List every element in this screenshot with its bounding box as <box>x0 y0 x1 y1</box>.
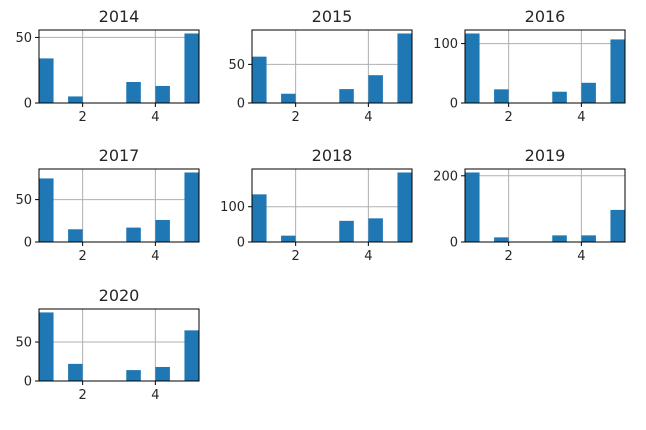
axes-frame <box>251 168 413 243</box>
subplot-title: 2014 <box>99 7 140 26</box>
y-tick-label: 0 <box>24 236 32 251</box>
x-tick-label: 2 <box>78 110 86 125</box>
subplot-title: 2016 <box>525 7 566 26</box>
bar <box>126 227 141 242</box>
axes-frame <box>464 168 626 243</box>
bar <box>281 235 296 242</box>
y-tick-label: 0 <box>24 375 32 390</box>
bar <box>155 85 170 103</box>
bar <box>281 93 296 103</box>
bar <box>68 363 83 381</box>
subplot-3: 2 4 0 50 2017 <box>15 146 200 264</box>
bar <box>39 58 54 103</box>
bar <box>610 39 625 103</box>
bar <box>184 330 199 381</box>
x-tick-label: 4 <box>151 110 159 125</box>
axes-frame <box>38 29 200 104</box>
bar <box>184 172 199 242</box>
x-tick-label: 2 <box>504 110 512 125</box>
subplot-6: 2 4 0 50 2020 <box>15 286 200 403</box>
bar <box>126 370 141 381</box>
bar <box>68 96 83 103</box>
bar <box>368 75 383 103</box>
y-tick-label: 50 <box>15 336 32 351</box>
subplot-2: 2 4 0 100 2016 <box>433 7 626 125</box>
bar <box>155 366 170 381</box>
bar <box>155 219 170 242</box>
y-tick-label: 0 <box>24 97 32 112</box>
axes-frame <box>38 308 200 382</box>
subplot-title: 2020 <box>99 286 140 305</box>
bar <box>494 89 509 103</box>
bar <box>552 235 567 242</box>
y-tick-label: 50 <box>15 193 32 208</box>
x-tick-label: 2 <box>291 249 299 264</box>
y-tick-label: 0 <box>450 97 458 112</box>
bar <box>397 172 412 242</box>
y-tick-label: 200 <box>433 169 458 184</box>
bar <box>552 91 567 103</box>
subplot-title: 2015 <box>312 7 353 26</box>
bar <box>581 82 596 103</box>
subplot-title: 2019 <box>525 146 566 165</box>
y-tick-label: 50 <box>228 58 245 73</box>
x-tick-label: 4 <box>151 388 159 403</box>
y-tick-label: 0 <box>237 236 245 251</box>
bar <box>494 237 509 242</box>
bar <box>339 220 354 242</box>
axes-frame <box>251 29 413 104</box>
y-tick-label: 100 <box>220 200 245 215</box>
axes-frame <box>38 168 200 243</box>
axes-frame <box>464 29 626 104</box>
bar <box>339 89 354 103</box>
bar <box>184 33 199 103</box>
bar <box>68 229 83 242</box>
subplot-5: 2 4 0 200 2019 <box>433 146 626 264</box>
x-tick-label: 2 <box>504 249 512 264</box>
subplot-0: 2 4 0 50 2014 <box>15 7 200 125</box>
bar <box>397 33 412 103</box>
bar <box>610 209 625 242</box>
bar <box>39 178 54 242</box>
x-tick-label: 4 <box>364 249 372 264</box>
x-tick-label: 4 <box>577 249 585 264</box>
y-tick-label: 50 <box>15 31 32 46</box>
subplot-title: 2018 <box>312 146 353 165</box>
subplot-title: 2017 <box>99 146 140 165</box>
x-tick-label: 4 <box>577 110 585 125</box>
x-tick-label: 2 <box>291 110 299 125</box>
y-tick-label: 0 <box>450 236 458 251</box>
x-tick-label: 2 <box>78 388 86 403</box>
bar <box>368 218 383 242</box>
bar <box>39 312 54 381</box>
bar <box>252 194 267 242</box>
x-tick-label: 4 <box>151 249 159 264</box>
bar <box>581 235 596 242</box>
bar <box>252 56 267 103</box>
subplot-1: 2 4 0 50 2015 <box>228 7 413 125</box>
x-tick-label: 2 <box>78 249 86 264</box>
x-tick-label: 4 <box>364 110 372 125</box>
subplot-4: 2 4 0 100 2018 <box>220 146 413 264</box>
bar <box>465 33 480 103</box>
bar <box>465 172 480 242</box>
y-tick-label: 0 <box>237 97 245 112</box>
y-tick-label: 100 <box>433 37 458 52</box>
bar <box>126 82 141 103</box>
